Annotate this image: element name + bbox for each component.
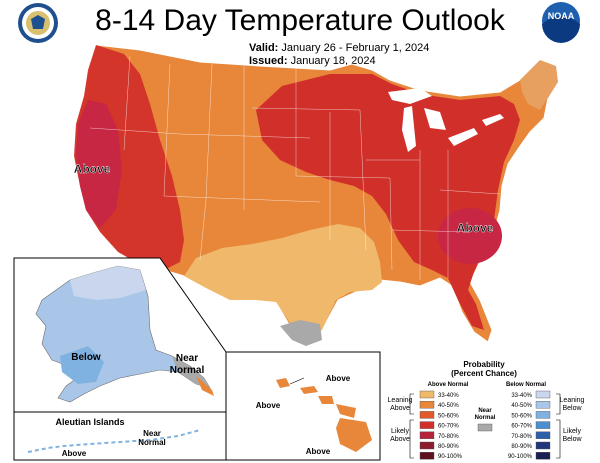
new-england-region — [520, 60, 558, 110]
label-hawaii-above-1: Above — [326, 374, 351, 383]
legend-likely-above-2: Above — [390, 436, 410, 443]
west-coast-core-region — [76, 100, 122, 228]
above-range-4: 70-80% — [438, 434, 459, 440]
above-range-6: 90-100% — [438, 454, 463, 460]
below-swatch-3 — [535, 421, 551, 429]
above-swatch-6 — [419, 452, 435, 460]
noaa-logo: NOAA — [542, 2, 580, 43]
issued-date: Issued: January 18, 2024 — [249, 55, 376, 67]
below-swatch-1 — [535, 401, 551, 409]
below-range-6: 90-100% — [508, 454, 533, 460]
legend-near-swatch — [477, 423, 493, 432]
doc-seal-logo — [18, 3, 58, 43]
below-swatch-4 — [535, 431, 551, 439]
legend-likely-below-2: Below — [562, 436, 582, 443]
below-range-3: 60-70% — [511, 424, 532, 430]
state-boundaries — [89, 55, 501, 280]
label-aleutian-above: Above — [62, 449, 87, 458]
legend-leaning-above-2: Above — [390, 405, 410, 412]
alaska-west-core — [60, 346, 104, 384]
above-swatch-3 — [419, 421, 435, 429]
probability-legend: Probability (Percent Chance) Above Norma… — [388, 360, 585, 460]
below-swatches: 33-40% 40-50% 50-60% 60-70% 70-80% 80-90% 90-1… — [508, 390, 551, 460]
label-aleutian-near-2: Normal — [138, 438, 166, 447]
above-swatch-1 — [419, 401, 435, 409]
below-swatch-6 — [535, 452, 551, 460]
legend-likely-below-1: Likely — [563, 428, 581, 435]
above-range-0: 33-40% — [438, 393, 459, 399]
label-aleutian-title: Aleutian Islands — [55, 417, 124, 427]
south-leaning-region — [184, 224, 382, 340]
legend-leaning-below-2: Below — [562, 405, 582, 412]
legend-above-header: Above Normal — [428, 382, 469, 388]
below-swatch-5 — [535, 441, 551, 450]
below-range-4: 70-80% — [511, 434, 532, 440]
below-range-5: 80-90% — [511, 444, 532, 450]
hawaii-inset: Above Above Above — [225, 351, 381, 461]
legend-title-2: (Percent Chance) — [451, 369, 517, 378]
below-range-2: 50-60% — [511, 413, 532, 419]
valid-range: January 26 - February 1, 2024 — [281, 42, 430, 54]
noaa-logo-text: NOAA — [548, 11, 575, 21]
legend-title-1: Probability — [463, 360, 505, 369]
below-swatch-0 — [535, 390, 551, 399]
above-swatches: 33-40% 40-50% 50-60% 60-70% 70-80% 80-90% 90-1… — [419, 390, 463, 460]
above-swatch-4 — [419, 431, 435, 439]
label-southeast-above: Above — [457, 221, 494, 235]
issued-value: January 18, 2024 — [290, 55, 376, 67]
label-alaska-near-2: Normal — [170, 365, 205, 376]
above-swatch-0 — [419, 390, 435, 399]
label-west-above: Above — [74, 162, 111, 176]
above-range-5: 80-90% — [438, 444, 459, 450]
above-range-1: 40-50% — [438, 403, 459, 409]
below-range-0: 33-40% — [511, 393, 532, 399]
label-alaska-below: Below — [71, 352, 101, 363]
legend-leaning-below-1: Leaning — [560, 397, 585, 404]
label-aleutian-near-1: Near — [143, 429, 161, 438]
legend-likely-above-1: Likely — [391, 428, 409, 435]
below-swatch-2 — [535, 411, 551, 419]
issued-label: Issued: — [249, 55, 288, 67]
label-alaska-near-1: Near — [176, 353, 198, 364]
label-hawaii-above-3: Above — [306, 447, 331, 456]
legend-near-1: Near — [478, 408, 492, 414]
legend-near-2: Normal — [475, 415, 496, 421]
label-hawaii-above-2: Above — [256, 401, 281, 410]
aleutian-inset: Aleutian Islands Above Near Normal — [13, 411, 227, 461]
above-range-3: 60-70% — [438, 424, 459, 430]
alaska-north-leaning — [70, 266, 146, 300]
valid-label: Valid: — [249, 42, 279, 54]
alaska-inset: Below Near Normal — [13, 257, 227, 413]
valid-dates: Valid: January 26 - February 1, 2024 — [249, 42, 429, 54]
above-swatch-2 — [419, 411, 435, 419]
legend-leaning-above-1: Leaning — [388, 397, 413, 404]
legend-below-header: Below Normal — [506, 382, 546, 388]
above-range-2: 50-60% — [438, 413, 459, 419]
great-lakes — [388, 88, 504, 152]
below-range-1: 40-50% — [511, 403, 532, 409]
above-swatch-5 — [419, 441, 435, 450]
texas-near-normal-region — [280, 320, 322, 346]
page-title: 8-14 Day Temperature Outlook — [95, 4, 505, 37]
southeast-core-region — [438, 208, 502, 264]
